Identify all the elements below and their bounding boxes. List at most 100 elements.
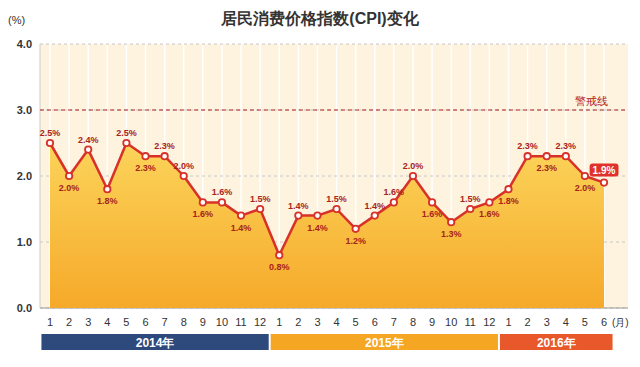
data-label: 2.3% [517,141,538,151]
data-label: 1.6% [212,187,233,197]
x-tick-label: 2 [295,316,301,328]
area [50,143,604,308]
point [352,226,358,232]
x-tick-label: 1 [47,316,53,328]
year-band [271,334,498,350]
point [505,186,511,192]
point [391,199,397,205]
point [582,173,588,179]
point [200,199,206,205]
x-tick-label: 5 [123,316,129,328]
point [524,153,530,159]
grid-line [40,44,628,45]
x-tick-label: 10 [445,316,457,328]
x-tick-label: 11 [465,316,476,328]
x-tick-label: 8 [181,316,187,328]
x-tick-label: 8 [410,316,416,328]
data-label: 1.6% [193,209,214,219]
x-tick-label: 3 [85,316,91,328]
x-tick-label: 10 [216,316,228,328]
line [50,143,604,255]
data-label: 1.5% [460,194,481,204]
data-label: 2.4% [78,135,99,145]
x-tick-label: 4 [104,316,110,328]
point [181,173,187,179]
data-label: 1.4% [231,223,252,233]
x-tick-label: 6 [142,316,148,328]
data-label: 2.0% [403,161,424,171]
point [486,199,492,205]
warning-label: 警戒线 [575,95,608,107]
data-label: 1.6% [422,209,443,219]
y-tick-label: 0.0 [17,302,32,314]
data-label: 1.8% [498,196,519,206]
x-tick-label: 1 [276,316,282,328]
year-label: 2016年 [537,336,576,350]
point [333,206,339,212]
data-group [40,110,628,308]
y-tick-label: 4.0 [17,38,32,50]
point [66,173,72,179]
data-label: 2.3% [154,141,175,151]
point [295,212,301,218]
x-tick-label: 9 [200,316,206,328]
point [467,206,473,212]
x-tick-label: 12 [254,316,266,328]
highlight-box [590,164,619,177]
x-tick-label: 1 [505,316,511,328]
data-label: 1.9% [593,165,616,176]
data-label: 1.3% [441,229,462,239]
data-label: 1.5% [250,194,271,204]
data-label: 2.5% [40,128,61,138]
point [448,219,454,225]
point [410,173,416,179]
point [161,153,167,159]
x-tick-label: 11 [235,316,246,328]
x-tick-label: 7 [391,316,397,328]
data-label: 2.3% [135,163,156,173]
point [543,153,549,159]
year-label: 2015年 [365,336,404,350]
data-label: 2.5% [116,128,137,138]
data-label: 1.4% [288,201,309,211]
point [257,206,263,212]
x-tick-label: 4 [333,316,339,328]
warning-line [40,109,628,110]
data-label: 2.0% [173,161,194,171]
grid-line [40,110,628,111]
point [314,212,320,218]
y-axis-label: (%) [8,14,25,26]
x-tick-label: 2 [525,316,531,328]
x-tick-label: 5 [353,316,359,328]
title: 居民消费价格指数(CPI)变化 [220,10,419,27]
x-tick-label: 12 [483,316,495,328]
point [563,153,569,159]
data-label: 2.0% [575,183,596,193]
point [142,153,148,159]
x-tick-label: 3 [314,316,320,328]
point [85,146,91,152]
data-label: 1.6% [384,187,405,197]
data-label: 2.0% [59,183,80,193]
data-label: 1.8% [97,196,118,206]
data-label: 1.4% [365,201,386,211]
point [601,179,607,185]
plot-background [40,44,628,308]
data-label: 1.4% [307,223,328,233]
x-tick-label: 6 [372,316,378,328]
point [429,199,435,205]
point [123,140,129,146]
data-label: 1.2% [345,236,366,246]
data-label: 1.6% [479,209,500,219]
point [104,186,110,192]
point [238,212,244,218]
data-label: 0.8% [269,262,290,272]
x-tick-label: 5 [582,316,588,328]
point [219,199,225,205]
point [276,252,282,258]
data-label: 2.3% [556,141,577,151]
y-tick-label: 2.0 [17,170,32,182]
data-label: 2.3% [536,163,557,173]
x-tick-label: 2 [66,316,72,328]
point [47,140,53,146]
